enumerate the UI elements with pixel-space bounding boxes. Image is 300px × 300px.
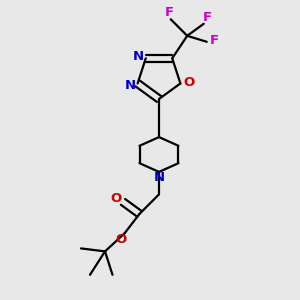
Text: F: F xyxy=(203,11,212,24)
Text: F: F xyxy=(210,34,219,47)
Text: N: N xyxy=(124,79,136,92)
Text: N: N xyxy=(133,50,144,63)
Text: O: O xyxy=(183,76,194,89)
Text: N: N xyxy=(153,171,165,184)
Text: F: F xyxy=(165,6,174,19)
Text: O: O xyxy=(111,192,122,206)
Text: O: O xyxy=(115,233,127,246)
